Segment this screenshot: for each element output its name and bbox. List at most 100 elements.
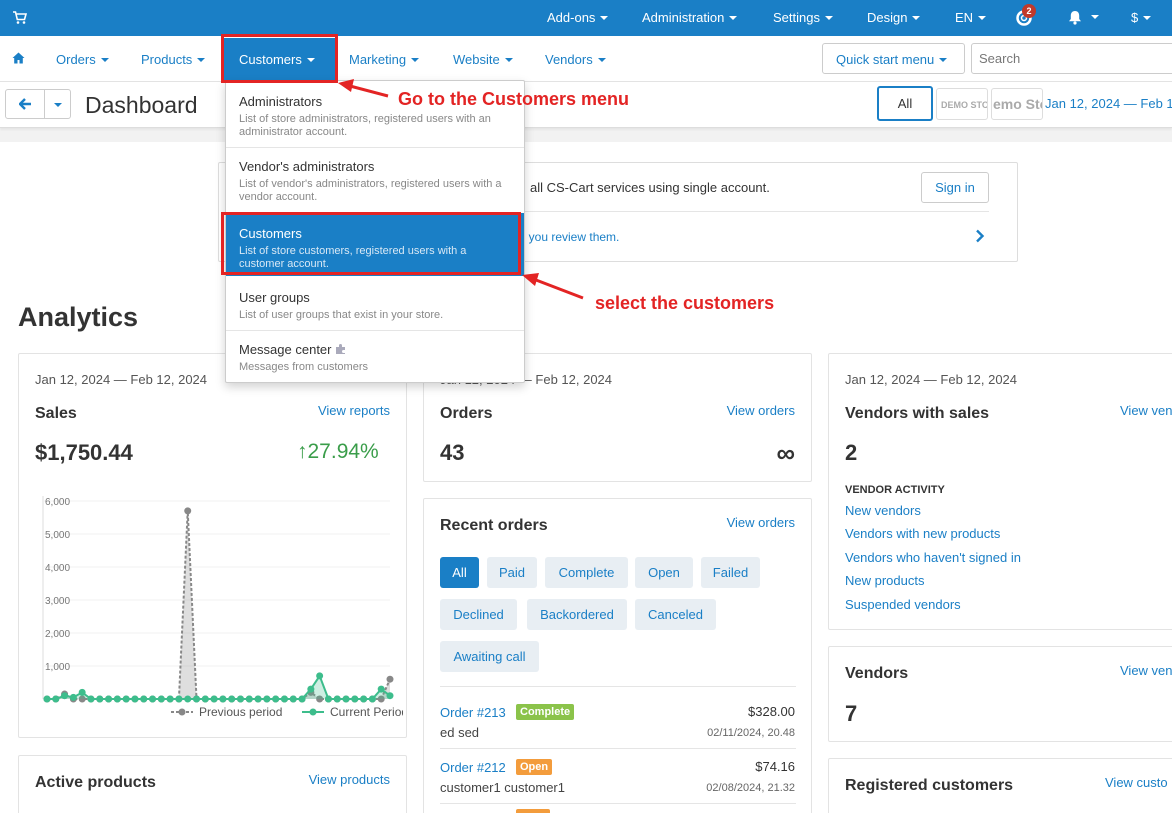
view-vendors-link[interactable]: View ven (1120, 663, 1172, 678)
chevron-right-icon[interactable] (975, 229, 985, 243)
addons-label: Add-ons (547, 10, 596, 25)
current-period-line (47, 673, 391, 700)
current-period-point (342, 695, 350, 703)
current-period-point (157, 695, 165, 703)
status-filter-paid[interactable]: Paid (487, 557, 537, 588)
status-filter-backordered[interactable]: Backordered (527, 599, 627, 630)
order-link[interactable]: Order #213 (440, 705, 506, 720)
settings-label: Settings (773, 10, 820, 25)
website-menu[interactable]: Website (453, 52, 513, 67)
vendors-sales-date: Jan 12, 2024 — Feb 12, 2024 (845, 372, 1018, 387)
order-divider (440, 748, 796, 749)
current-period-point (43, 695, 51, 703)
menu-item-customers[interactable]: Customers List of store customers, regis… (226, 213, 524, 276)
chevron-down-icon (54, 103, 62, 107)
settings-menu[interactable]: Settings (773, 10, 833, 25)
menu-item-description: List of user groups that exist in your s… (239, 309, 444, 321)
vendors-menu[interactable]: Vendors (545, 52, 606, 67)
marketing-menu[interactable]: Marketing (349, 52, 420, 67)
menu-divider (226, 330, 524, 331)
current-period-point (386, 692, 394, 700)
quick-start-menu-button[interactable]: Quick start menu (822, 43, 965, 74)
current-period-point (228, 695, 236, 703)
current-period-point (377, 685, 385, 693)
new-vendors-link[interactable]: New vendors (845, 503, 921, 518)
currency-menu[interactable]: $ (1131, 10, 1152, 25)
orders-menu[interactable]: Orders (56, 52, 109, 67)
status-filter-failed[interactable]: Failed (701, 557, 760, 588)
suspended-vendors-link[interactable]: Suspended vendors (845, 597, 961, 612)
sales-card: Jan 12, 2024 — Feb 12, 2024 Sales View r… (18, 353, 407, 738)
notice-link[interactable]: il you review them. (520, 230, 620, 244)
search-input[interactable] (971, 43, 1172, 74)
legend-previous-label: Previous period (199, 705, 282, 719)
current-period-point (333, 695, 341, 703)
order-status-badge: Open (516, 759, 553, 775)
menu-item-administrators[interactable]: Administrators List of store administrat… (226, 94, 524, 139)
status-filter-all[interactable]: All (440, 557, 479, 588)
status-filter-declined[interactable]: Declined (440, 599, 517, 630)
design-label: Design (867, 10, 908, 25)
notice-text: all CS-Cart services using single accoun… (530, 180, 770, 195)
menu-item-message-center[interactable]: Message center Messages from customers (226, 342, 524, 374)
addons-menu[interactable]: Add-ons (547, 10, 609, 25)
current-period-point (368, 695, 376, 703)
design-menu[interactable]: Design (867, 10, 921, 25)
customers-dropdown: Administrators List of store administrat… (225, 80, 525, 383)
view-customers-link[interactable]: View custo (1105, 775, 1168, 790)
current-period-point (263, 695, 271, 703)
view-vendors-link[interactable]: View ven (1120, 403, 1172, 418)
current-period-point (324, 695, 332, 703)
sales-growth-value: 27.94% (307, 440, 379, 463)
view-orders-link[interactable]: View orders (726, 403, 795, 418)
menu-item-user-groups[interactable]: User groups List of user groups that exi… (226, 290, 524, 322)
sign-in-button[interactable]: Sign in (921, 172, 989, 203)
language-menu[interactable]: EN (955, 10, 987, 25)
customers-label: Customers (239, 52, 302, 67)
vendors-count: 7 (845, 701, 858, 726)
vendors-new-products-link[interactable]: Vendors with new products (845, 526, 1001, 541)
vendors-not-signed-in-link[interactable]: Vendors who haven't signed in (845, 550, 1021, 565)
vendors-card: Vendors View ven 7 (828, 646, 1172, 742)
vendors-sales-count: 2 (845, 440, 858, 465)
administration-menu[interactable]: Administration (642, 10, 738, 25)
menu-item-vendor-administrators[interactable]: Vendor's administrators List of vendor's… (226, 159, 524, 204)
menu-item-title: User groups (239, 290, 310, 305)
home-icon[interactable] (12, 52, 25, 64)
menu-divider (226, 147, 524, 148)
back-dropdown-button[interactable] (44, 89, 71, 119)
notifications-menu[interactable] (1068, 9, 1099, 25)
status-filter-complete[interactable]: Complete (545, 557, 628, 588)
view-recent-orders-link[interactable]: View orders (726, 515, 795, 530)
y-tick-label: 1,000 (45, 662, 70, 673)
notifications-badge: 2 (1022, 4, 1036, 18)
current-period-point (351, 695, 359, 703)
top-bar: Add-ons Administration Settings Design E… (0, 0, 1172, 36)
storefront-demo-button[interactable]: DEMO STO (936, 88, 988, 120)
order-price: $74.16 (755, 759, 795, 774)
view-products-link[interactable]: View products (308, 772, 390, 787)
status-filter-awaiting-call[interactable]: Awaiting call (440, 641, 539, 672)
back-button[interactable] (5, 89, 45, 119)
storefront-demo2-button[interactable]: emo Sto (991, 88, 1043, 120)
new-products-link[interactable]: New products (845, 573, 925, 588)
current-period-point (307, 685, 315, 693)
status-filter-canceled[interactable]: Canceled (635, 599, 716, 630)
y-tick-label: 5,000 (45, 530, 70, 541)
view-reports-link[interactable]: View reports (317, 403, 390, 418)
highlight-customers-menu (221, 34, 338, 83)
customers-menu[interactable]: Customers (224, 38, 336, 80)
sales-amount: $1,750.44 (35, 440, 133, 465)
products-menu[interactable]: Products (141, 52, 206, 67)
cart-icon[interactable] (12, 10, 28, 26)
status-filter-open[interactable]: Open (635, 557, 693, 588)
active-products-title: Active products (35, 774, 156, 791)
current-period-point (105, 695, 113, 703)
date-range-picker[interactable]: Jan 12, 2024 — Feb 1 (1045, 96, 1172, 111)
order-link[interactable]: Order #212 (440, 760, 506, 775)
vendors-label: Vendors (545, 52, 593, 67)
order-status-badge: Complete (516, 704, 575, 720)
storefront-all-button[interactable]: All (877, 86, 933, 121)
current-period-point (69, 693, 77, 701)
